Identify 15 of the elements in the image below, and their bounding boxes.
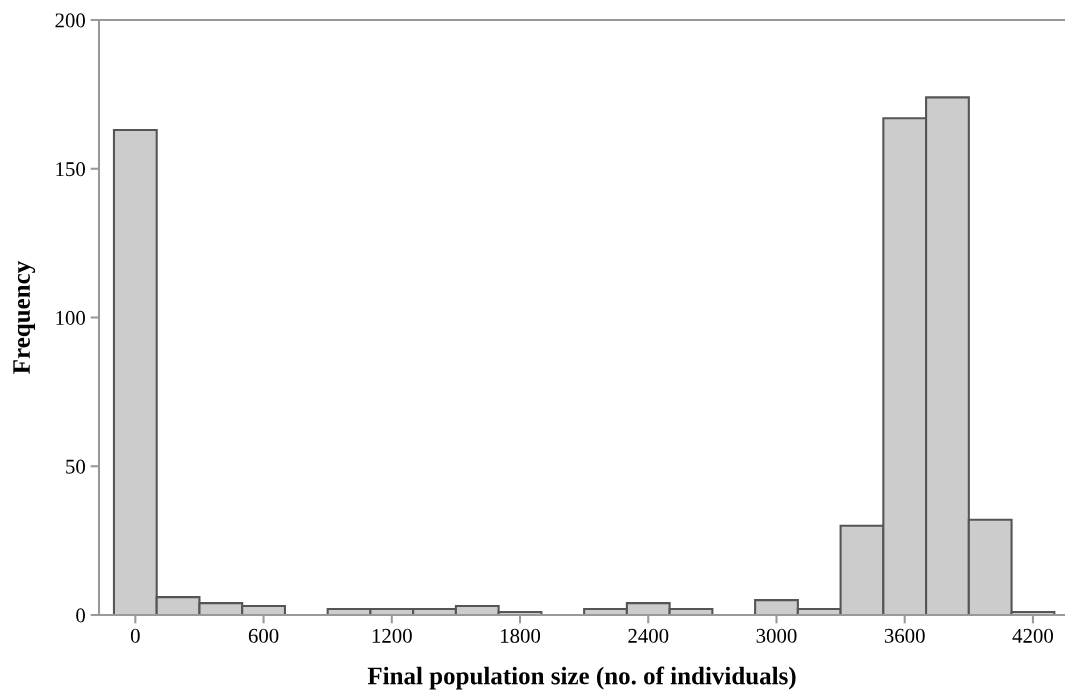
x-tick-label: 4200 bbox=[1012, 628, 1053, 643]
y-tick-label: 0 bbox=[76, 608, 86, 623]
y-tick-label: 50 bbox=[66, 459, 86, 474]
x-tick-label: 3000 bbox=[756, 628, 797, 643]
y-tick-label: 200 bbox=[55, 13, 86, 28]
x-tick-label: 3600 bbox=[884, 628, 925, 643]
y-axis-title: Frequency bbox=[13, 261, 36, 374]
y-tick-label: 100 bbox=[56, 310, 86, 325]
x-tick-label: 1800 bbox=[501, 628, 541, 643]
x-tick-label: 2400 bbox=[628, 628, 669, 643]
x-tick-label: 600 bbox=[248, 628, 279, 643]
y-tick-label: 150 bbox=[56, 162, 86, 177]
x-tick-label: 0 bbox=[130, 628, 140, 643]
x-tick-label: 1200 bbox=[372, 628, 412, 643]
x-axis-title: Final population size (no. of individuals) bbox=[367, 666, 796, 690]
